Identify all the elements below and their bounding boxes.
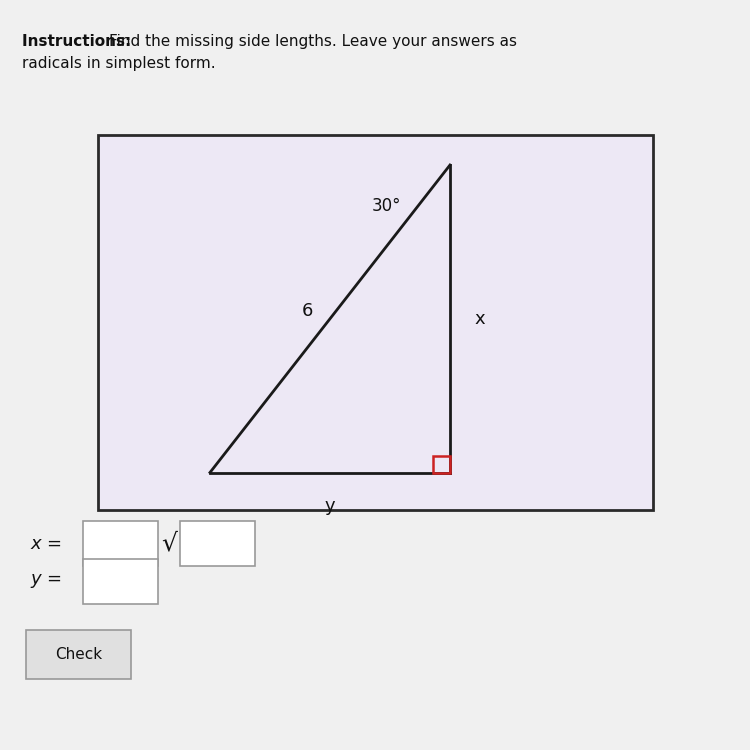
Text: √: √	[161, 532, 177, 556]
Bar	[98, 135, 652, 510]
Text: Find the missing side lengths. Leave your answers as: Find the missing side lengths. Leave you…	[109, 34, 517, 49]
Text: 30°: 30°	[371, 197, 401, 215]
Text: x: x	[475, 310, 485, 328]
FancyBboxPatch shape	[82, 559, 158, 604]
Text: y: y	[325, 497, 335, 515]
FancyBboxPatch shape	[180, 521, 255, 566]
Text: Instructions:: Instructions:	[22, 34, 137, 49]
FancyBboxPatch shape	[26, 630, 131, 679]
Text: $x$ =: $x$ =	[30, 535, 62, 553]
Text: Check: Check	[56, 646, 102, 662]
Text: $y$ =: $y$ =	[30, 572, 62, 590]
Bar	[433, 456, 450, 472]
Text: 6: 6	[302, 302, 313, 320]
FancyBboxPatch shape	[82, 521, 158, 566]
Text: radicals in simplest form.: radicals in simplest form.	[22, 56, 216, 71]
